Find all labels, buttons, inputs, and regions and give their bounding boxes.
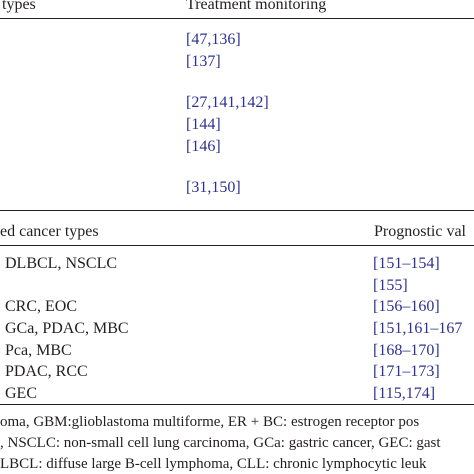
table1-ref-4: [144] (186, 116, 221, 133)
footnote-line-3: LBCL: diffuse large B-cell lymphoma, CLL… (0, 456, 427, 472)
table1-header-types: types (2, 0, 36, 13)
table2-bottom-rule (0, 404, 474, 405)
table1-ref-3: [27,141,142] (186, 94, 269, 111)
table1-ref-1: [47,136] (186, 31, 241, 48)
table2-header-prognostic-value: Prognostic val (374, 223, 466, 240)
table1-header-rule (0, 18, 474, 19)
table1-ref-2: [137] (186, 53, 221, 70)
table2-row-7-refs: [115,174] (373, 385, 436, 402)
table1-ref-5: [146] (186, 138, 221, 155)
table2-row-5-types: Pca, MBC (5, 342, 72, 359)
table2-row-7-types: GEC (5, 385, 37, 402)
table2-header-rule (0, 245, 474, 246)
table2-header-cancer-types: ed cancer types (0, 223, 99, 240)
table2-row-3-types: CRC, EOC (5, 298, 78, 315)
table2-row-6-refs: [171–173] (373, 363, 440, 380)
table2-row-4-types: GCa, PDAC, MBC (5, 320, 129, 337)
table2-row-5-refs: [168–170] (373, 342, 440, 359)
footnote-line-1: oma, GBM:glioblastoma multiforme, ER + B… (0, 414, 420, 430)
table2-row-3-refs: [156–160] (373, 298, 440, 315)
table2-row-1-types: DLBCL, NSCLC (5, 255, 118, 272)
table1-bottom-rule (0, 210, 474, 211)
footnote-line-2: , NSCLC: non-small cell lung carcinoma, … (0, 435, 441, 451)
table2-row-2-refs: [155] (373, 277, 408, 294)
table2-row-6-types: PDAC, RCC (5, 363, 88, 380)
table2-row-1-refs: [151–154] (373, 255, 440, 272)
table2-row-4-refs: [151,161–167 (373, 320, 463, 337)
table1-ref-6: [31,150] (186, 179, 241, 196)
table1-header-treatment-monitoring: Treatment monitoring (186, 0, 327, 13)
